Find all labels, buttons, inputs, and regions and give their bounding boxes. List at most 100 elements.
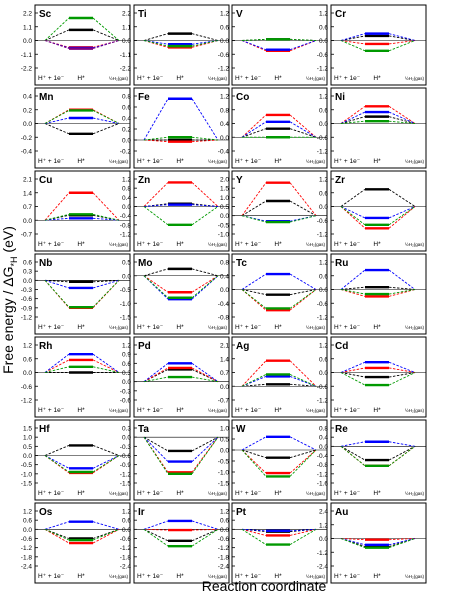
y-tick-label: 0.0 — [122, 38, 131, 45]
y-tick-label: 1.2 — [122, 509, 131, 516]
panel-rh: -1.2 -0.6 0.0 0.6 1.2 Rh H⁺ + 1e⁻ H* ½H₂(gas) — [21, 336, 131, 418]
panel-zr: -1.2 -0.6 0.0 0.6 1.2 Zr H⁺ + 1e⁻ H* ½H₂(gas) — [317, 170, 427, 252]
y-tick-label: 0.3 — [122, 370, 131, 377]
series-red-connector-left — [241, 360, 267, 387]
state-label-initial: H⁺ + 1e⁻ — [38, 241, 65, 248]
state-label-final: ½H₂(gas) — [109, 573, 129, 579]
state-label-initial: H⁺ + 1e⁻ — [235, 573, 262, 580]
panel-ru: -1.2 -0.6 0.0 0.6 1.2 Ru H⁺ + 1e⁻ H* ½H₂(gas) — [317, 253, 427, 335]
series-blue-connector-left — [143, 204, 169, 207]
series-green-connector-right — [92, 17, 120, 41]
y-tick-label: -0.6 — [317, 135, 329, 142]
series-blue-connector-left — [340, 206, 366, 219]
series-green-connector-right — [92, 213, 120, 221]
series-red-connector-right — [191, 139, 219, 143]
series-blue-connector-right — [191, 204, 219, 207]
y-tick-label: 1.1 — [23, 24, 32, 31]
state-label-final: ½H₂(gas) — [109, 324, 129, 330]
panel-frame — [231, 502, 328, 584]
panel-frame — [330, 4, 427, 86]
state-label-final: ½H₂(gas) — [208, 407, 228, 413]
panel-frame — [133, 4, 230, 86]
y-tick-label: -1.2 — [317, 66, 329, 73]
y-tick-label: -0.6 — [21, 536, 33, 543]
y-tick-label: -0.6 — [317, 52, 329, 59]
y-tick-label: 0.0 — [319, 444, 328, 451]
panel-fe: -0.2 0.0 0.2 0.4 0.6 0.8 Fe H⁺ + 1e⁻ H* ½H₂(gas) — [120, 87, 230, 169]
series-green-connector-right — [92, 280, 120, 308]
series-green-connector-left — [241, 289, 267, 309]
y-tick-label: -0.2 — [120, 149, 132, 156]
state-label-adsorbed: H* — [176, 573, 184, 580]
y-tick-label: -1.2 — [317, 232, 329, 239]
state-label-adsorbed: H* — [176, 324, 184, 331]
series-green-connector-left — [241, 528, 267, 545]
y-tick-label: 1.2 — [319, 11, 328, 18]
state-label-final: ½H₂(gas) — [109, 158, 129, 164]
panel-frame — [34, 419, 131, 501]
series-green-connector-right — [191, 436, 219, 475]
panel-y: -1.0 -0.5 0.0 0.5 1.0 1.5 2.0 Y H⁺ + 1e⁻ H* ½H₂(ga… — [218, 170, 328, 252]
series-red-connector-right — [92, 528, 120, 544]
series-blue-connector-left — [340, 111, 366, 124]
series-green-connector-left — [340, 372, 366, 386]
y-tick-label: 0.5 — [220, 204, 229, 211]
series-green-connector-left — [44, 528, 70, 541]
series-red-connector-left — [340, 289, 366, 297]
state-label-initial: H⁺ + 1e⁻ — [137, 241, 164, 248]
state-label-final: ½H₂(gas) — [405, 407, 425, 413]
y-tick-label: 0.5 — [122, 260, 131, 267]
element-label: Os — [39, 507, 53, 518]
y-tick-label: 0.0 — [220, 527, 229, 534]
y-tick-label: 2.0 — [220, 177, 229, 184]
element-label: Y — [236, 175, 243, 186]
series-black-connector-left — [340, 372, 366, 378]
series-black-connector-left — [143, 436, 169, 452]
series-green-connector-right — [191, 40, 219, 47]
y-tick-label: 2.1 — [220, 343, 229, 350]
series-red-connector-right — [289, 528, 317, 536]
y-tick-label: -1.5 — [218, 481, 230, 488]
series-black-connector-right — [388, 286, 416, 290]
y-tick-label: 0.0 — [122, 379, 131, 386]
series-black-connector-right — [92, 123, 120, 135]
element-label: Zr — [335, 175, 345, 186]
series-red-connector-left — [340, 105, 366, 124]
y-tick-label: -2.4 — [218, 564, 230, 571]
y-tick-label: -0.6 — [120, 536, 132, 543]
series-green-connector-right — [191, 136, 219, 141]
y-tick-label: 0.0 — [122, 273, 131, 280]
series-black-connector-left — [340, 188, 366, 207]
panel-tc: -0.8 -0.4 0.0 0.4 0.8 Tc H⁺ + 1e⁻ H* ½H₂(gas) — [218, 253, 328, 335]
series-black-connector-left — [143, 33, 169, 41]
y-tick-label: -0.9 — [21, 305, 33, 312]
y-tick-label: 1.2 — [220, 94, 229, 101]
series-blue-connector-left — [143, 98, 169, 141]
series-blue-connector-left — [44, 279, 70, 289]
series-red-connector-right — [92, 359, 120, 373]
series-green-connector-right — [388, 372, 416, 386]
series-green-connector-left — [340, 120, 366, 124]
y-tick-label: -0.4 — [21, 149, 33, 156]
element-label: Ni — [335, 92, 345, 103]
state-label-adsorbed: H* — [274, 573, 282, 580]
y-tick-label: 0.0 — [220, 384, 229, 391]
state-label-final: ½H₂(gas) — [306, 407, 326, 413]
element-label: Mn — [39, 92, 53, 103]
y-tick-label: 0.8 — [220, 260, 229, 267]
y-tick-label: 0.0 — [220, 287, 229, 294]
y-tick-label: -0.9 — [120, 462, 132, 469]
y-tick-label: 0.0 — [23, 38, 32, 45]
series-black-connector-right — [289, 383, 317, 387]
series-red-connector-left — [143, 182, 169, 207]
y-tick-label: -0.2 — [21, 135, 33, 142]
series-green-connector-right — [388, 206, 416, 226]
state-label-final: ½H₂(gas) — [208, 573, 228, 579]
y-tick-label: 0.0 — [122, 138, 131, 145]
state-label-adsorbed: H* — [373, 158, 381, 165]
series-black-connector-left — [44, 445, 70, 456]
y-tick-label: 0.8 — [122, 94, 131, 101]
series-red-connector-left — [44, 359, 70, 373]
y-tick-label: -0.5 — [120, 287, 132, 294]
y-tick-label: -0.6 — [218, 536, 230, 543]
